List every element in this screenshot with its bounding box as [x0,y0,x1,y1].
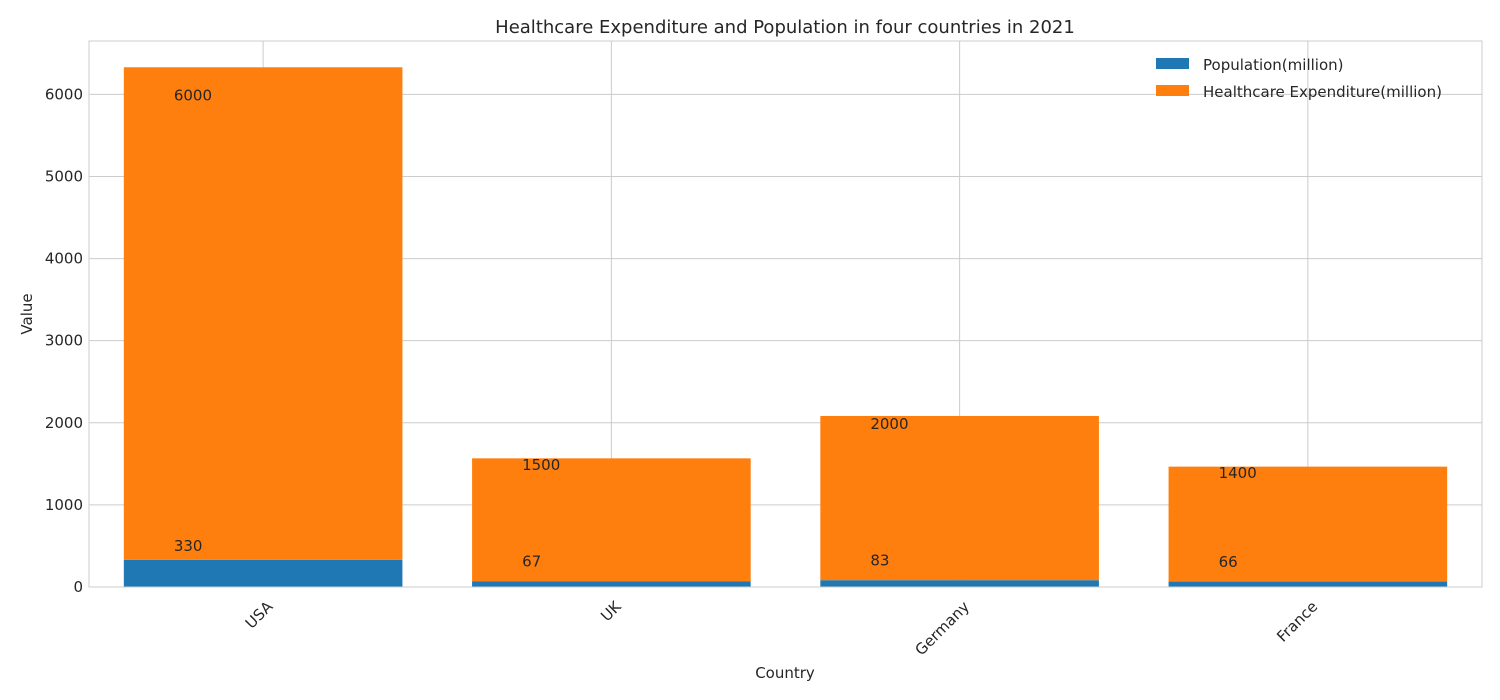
bar-usa-series-0 [123,559,403,587]
y-tick-label: 4000 [45,250,83,268]
y-tick-label: 6000 [45,85,83,103]
x-axis-ticks: USA UK Germany France [242,597,1321,659]
bar-germany-series-0 [820,580,1099,587]
bar-france-series-0 [1168,581,1448,587]
y-axis-label: Value [18,293,36,334]
data-label: 67 [522,553,541,571]
data-label: 83 [870,551,889,569]
x-tick-label: France [1273,598,1321,646]
data-label: 330 [174,537,203,555]
bar-uk-series-1 [472,458,751,582]
legend-entry: Healthcare Expenditure(million) [1203,83,1442,101]
x-tick-label: Germany [911,598,973,660]
y-tick-label: 1000 [45,496,83,514]
labels-layer: 330 67 83 66 6000 1500 2000 1400 [174,86,1257,570]
legend-swatch [1156,85,1189,96]
x-axis-label: Country [755,664,815,682]
data-label: 66 [1219,553,1238,571]
legend: Population(million) Healthcare Expenditur… [1156,56,1442,101]
bar-germany-series-1 [820,415,1099,581]
y-tick-label: 0 [73,578,83,596]
bar-usa-series-1 [123,67,403,560]
data-label: 1500 [522,456,560,474]
plot-frame [88,40,1483,588]
bar-france-series-1 [1168,466,1448,582]
y-tick-label: 3000 [45,332,83,350]
x-tick-label: UK [597,597,625,625]
x-tick-label: USA [242,597,277,632]
bars-layer [123,67,1448,587]
y-axis-ticks: 0 1000 2000 3000 4000 5000 6000 [45,85,83,596]
y-tick-label: 5000 [45,167,83,185]
data-label: 1400 [1219,464,1257,482]
data-label: 2000 [870,415,908,433]
chart-title: Healthcare Expenditure and Population in… [495,17,1075,38]
bar-uk-series-0 [472,581,751,587]
data-label: 6000 [174,86,212,104]
y-tick-label: 2000 [45,414,83,432]
legend-entry: Population(million) [1203,56,1343,74]
legend-swatch [1156,58,1189,69]
